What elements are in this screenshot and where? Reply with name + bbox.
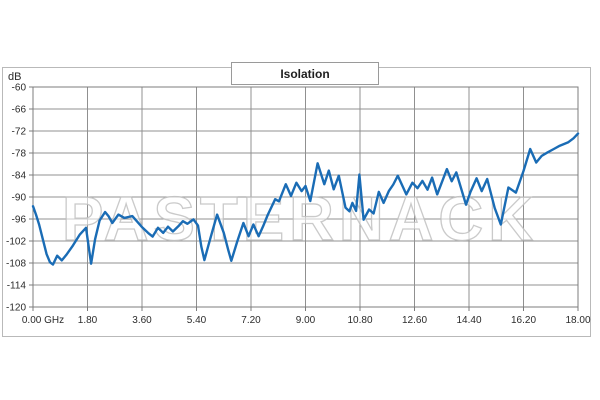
y-axis-unit-label: dB xyxy=(8,71,22,83)
y-tick-label: -84 xyxy=(12,171,27,182)
chart-title-box: Isolation xyxy=(231,62,379,85)
x-tick-label: 14.40 xyxy=(456,315,481,326)
x-tick-label: 16.20 xyxy=(511,315,536,326)
y-tick-label: -66 xyxy=(12,105,27,116)
chart-title: Isolation xyxy=(280,66,330,81)
plot-border xyxy=(32,86,579,308)
x-tick-label: 9.00 xyxy=(296,315,316,326)
x-tick-label: 5.40 xyxy=(187,315,207,326)
y-tick-label: -102 xyxy=(6,237,26,248)
x-tick-label: 1.80 xyxy=(78,315,98,326)
x-tick-label: 3.60 xyxy=(132,315,152,326)
watermark: PASTERNACK xyxy=(62,185,538,254)
y-tick-label: -60 xyxy=(12,83,27,94)
x-tick-label: 0.00 GHz xyxy=(22,315,64,326)
y-tick-label: -90 xyxy=(12,193,27,204)
x-tick-label: 7.20 xyxy=(241,315,261,326)
y-tick-label: -96 xyxy=(12,215,27,226)
y-tick-label: -108 xyxy=(6,259,26,270)
x-tick-label: 10.80 xyxy=(347,315,372,326)
x-tick-label: 12.60 xyxy=(402,315,427,326)
y-tick-label: -120 xyxy=(6,303,26,314)
isolation-curve xyxy=(31,132,580,266)
y-tick-label: -114 xyxy=(7,281,27,292)
y-tick-label: -72 xyxy=(12,127,27,138)
x-tick-label: 18.00 xyxy=(565,315,590,326)
y-tick-label: -78 xyxy=(12,149,27,160)
